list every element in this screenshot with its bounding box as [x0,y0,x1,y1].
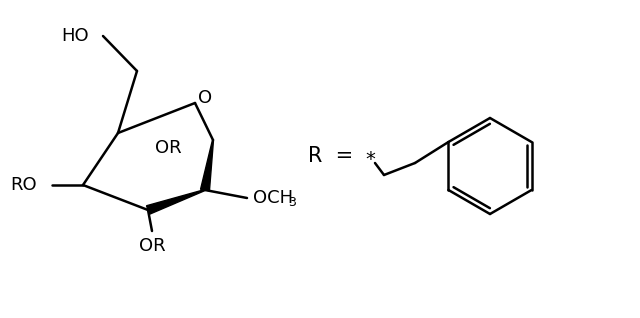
Polygon shape [147,190,205,214]
Polygon shape [200,140,214,191]
Text: 3: 3 [288,196,296,209]
Text: *: * [365,150,375,169]
Text: OCH: OCH [253,189,293,207]
Text: R  =: R = [308,146,353,166]
Text: OR: OR [155,139,181,157]
Text: HO: HO [61,27,89,45]
Text: OR: OR [139,237,165,255]
Text: RO: RO [10,176,37,194]
Text: O: O [198,89,212,107]
